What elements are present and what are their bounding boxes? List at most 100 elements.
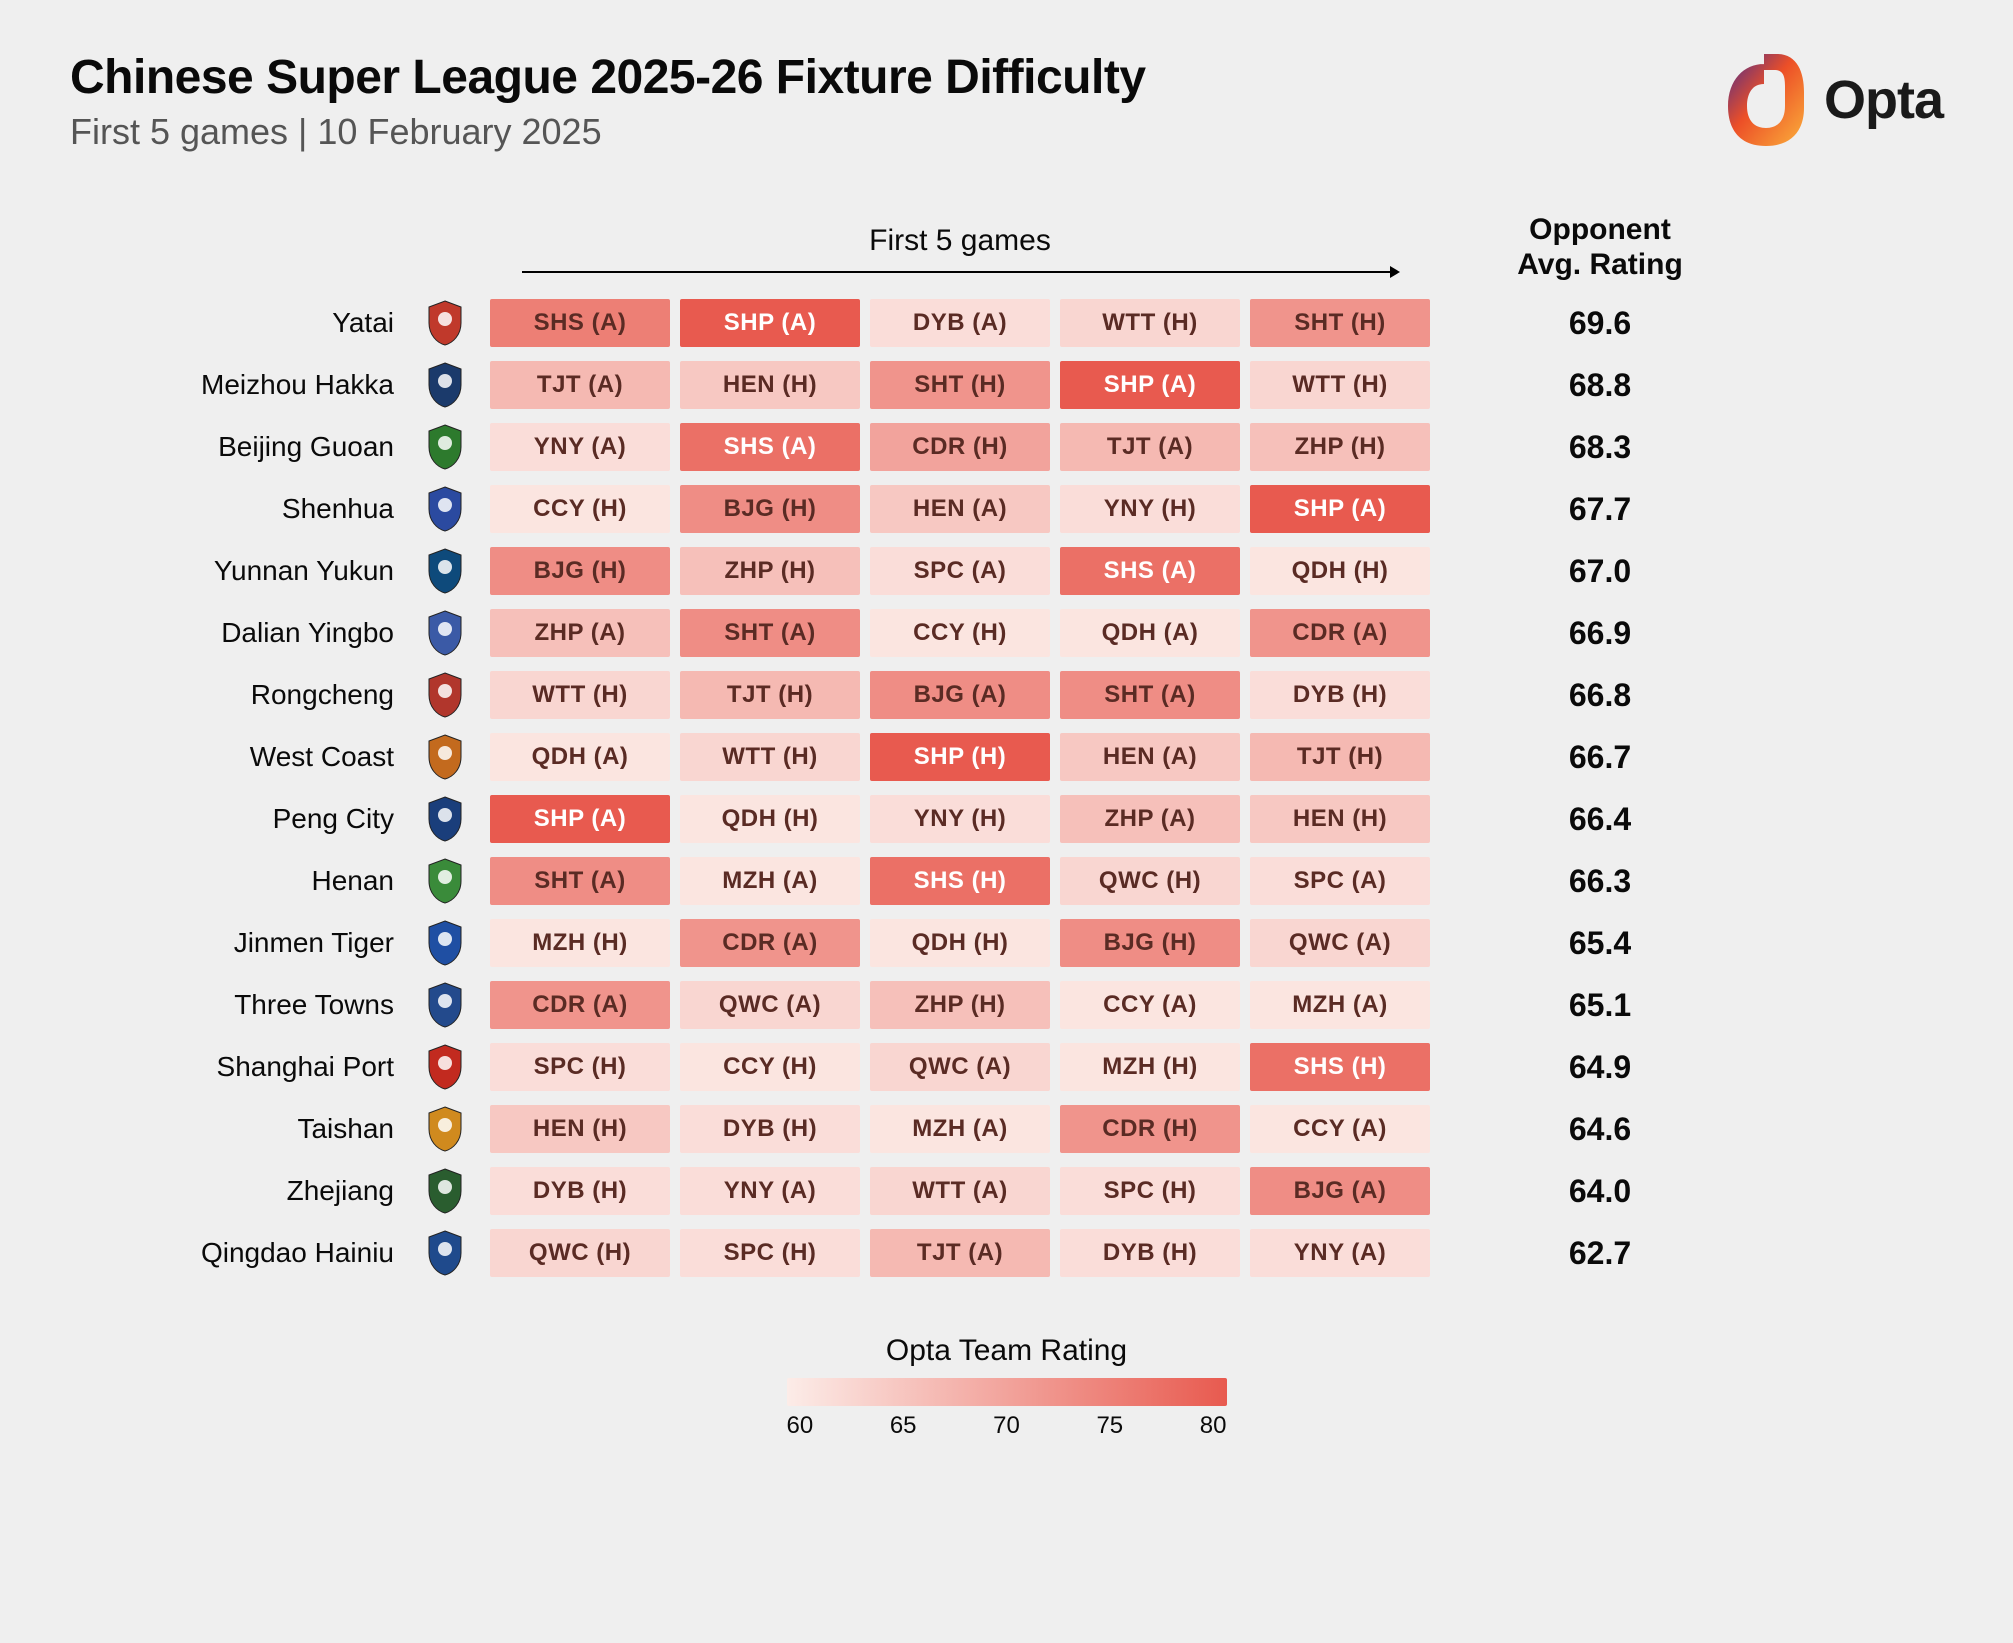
fixture-cell: SHS (A) xyxy=(490,299,670,347)
fixture-label: SHT (H) xyxy=(914,371,1005,399)
fixture-cell: BJG (H) xyxy=(680,485,860,533)
fixture-cell: YNY (H) xyxy=(1060,485,1240,533)
fixture-label: CDR (A) xyxy=(722,929,817,957)
brand-name: Opta xyxy=(1824,69,1943,131)
fixture-label: TJT (A) xyxy=(917,1239,1003,1267)
fixture-label: WTT (H) xyxy=(722,743,817,771)
opta-logo-icon xyxy=(1722,50,1808,150)
team-name: Shenhua xyxy=(70,493,400,525)
avg-rating: 64.6 xyxy=(1490,1111,1710,1148)
fixture-cell: DYB (H) xyxy=(1250,671,1430,719)
legend-tick: 60 xyxy=(787,1412,814,1440)
team-badge-icon xyxy=(424,670,466,720)
fixture-label: BJG (A) xyxy=(914,681,1007,709)
fixture-cell: SPC (H) xyxy=(1060,1167,1240,1215)
fixture-cell: MZH (A) xyxy=(870,1105,1050,1153)
fixture-label: CCY (H) xyxy=(723,1053,817,1081)
fixture-cell: QWC (H) xyxy=(490,1229,670,1277)
fixture-label: MZH (A) xyxy=(912,1115,1007,1143)
avg-rating: 65.4 xyxy=(1490,925,1710,962)
fixture-label: YNY (A) xyxy=(534,433,626,461)
page-title: Chinese Super League 2025-26 Fixture Dif… xyxy=(70,50,1146,105)
fixture-cell: HEN (A) xyxy=(1060,733,1240,781)
fixture-cell: WTT (H) xyxy=(1060,299,1240,347)
avg-rating: 62.7 xyxy=(1490,1235,1710,1272)
team-name: Rongcheng xyxy=(70,679,400,711)
fixture-cell: BJG (A) xyxy=(1250,1167,1430,1215)
fixture-label: WTT (H) xyxy=(1292,371,1387,399)
fixture-label: QWC (A) xyxy=(1289,929,1391,957)
fixture-label: BJG (H) xyxy=(1104,929,1197,957)
fixture-cell: HEN (H) xyxy=(490,1105,670,1153)
first5-label: First 5 games xyxy=(869,224,1051,257)
fixture-cell: TJT (A) xyxy=(1060,423,1240,471)
fixture-label: BJG (H) xyxy=(724,495,817,523)
fixture-cell: CDR (A) xyxy=(490,981,670,1029)
title-block: Chinese Super League 2025-26 Fixture Dif… xyxy=(70,50,1146,153)
fixture-cell: SHT (H) xyxy=(1250,299,1430,347)
table-row: Shanghai PortSPC (H)CCY (H)QWC (A)MZH (H… xyxy=(70,1036,1943,1098)
team-badge-icon xyxy=(424,484,466,534)
avg-rating: 64.9 xyxy=(1490,1049,1710,1086)
fixture-cell: QWC (H) xyxy=(1060,857,1240,905)
fixture-cell: MZH (H) xyxy=(490,919,670,967)
fixture-label: ZHP (H) xyxy=(1294,433,1385,461)
fixture-label: MZH (H) xyxy=(532,929,627,957)
avg-rating: 66.9 xyxy=(1490,615,1710,652)
fixture-cell: SHT (A) xyxy=(680,609,860,657)
team-name: Dalian Yingbo xyxy=(70,617,400,649)
fixture-label: SPC (H) xyxy=(534,1053,627,1081)
fixture-label: MZH (A) xyxy=(722,867,817,895)
team-name: Henan xyxy=(70,865,400,897)
brand-logo: Opta xyxy=(1722,50,1943,150)
fixture-label: QWC (A) xyxy=(909,1053,1011,1081)
fixture-label: BJG (A) xyxy=(1294,1177,1387,1205)
fixture-label: QWC (H) xyxy=(529,1239,631,1267)
fixture-label: DYB (H) xyxy=(1293,681,1387,709)
fixture-cell: QDH (A) xyxy=(490,733,670,781)
fixture-label: MZH (H) xyxy=(1102,1053,1197,1081)
fixture-cell: YNY (A) xyxy=(680,1167,860,1215)
fixture-label: YNY (A) xyxy=(1294,1239,1386,1267)
table-row: Jinmen TigerMZH (H)CDR (A)QDH (H)BJG (H)… xyxy=(70,912,1943,974)
fixture-cell: SPC (H) xyxy=(680,1229,860,1277)
legend-tick: 70 xyxy=(993,1412,1020,1440)
fixture-cell: CDR (A) xyxy=(1250,609,1430,657)
fixture-label: DYB (H) xyxy=(723,1115,817,1143)
legend-tick: 80 xyxy=(1200,1412,1227,1440)
fixture-cell: MZH (A) xyxy=(680,857,860,905)
team-name: West Coast xyxy=(70,741,400,773)
fixture-cell: BJG (A) xyxy=(870,671,1050,719)
fixture-label: BJG (H) xyxy=(534,557,627,585)
fixture-cell: QDH (H) xyxy=(1250,547,1430,595)
fixture-label: SHT (H) xyxy=(1294,309,1385,337)
fixture-cell: SHT (H) xyxy=(870,361,1050,409)
fixture-cell: DYB (H) xyxy=(1060,1229,1240,1277)
team-badge-icon xyxy=(424,918,466,968)
table-row: Meizhou HakkaTJT (A)HEN (H)SHT (H)SHP (A… xyxy=(70,354,1943,416)
fixture-cell: MZH (H) xyxy=(1060,1043,1240,1091)
table-row: Peng CitySHP (A)QDH (H)YNY (H)ZHP (A)HEN… xyxy=(70,788,1943,850)
fixture-cell: YNY (A) xyxy=(490,423,670,471)
avg-rating: 69.6 xyxy=(1490,305,1710,342)
team-badge-icon xyxy=(424,546,466,596)
fixture-label: CDR (H) xyxy=(1102,1115,1197,1143)
table-row: Dalian YingboZHP (A)SHT (A)CCY (H)QDH (A… xyxy=(70,602,1943,664)
avg-rating: 66.3 xyxy=(1490,863,1710,900)
fixture-cell: SPC (A) xyxy=(1250,857,1430,905)
fixture-label: SPC (H) xyxy=(1104,1177,1197,1205)
table-row: West CoastQDH (A)WTT (H)SHP (H)HEN (A)TJ… xyxy=(70,726,1943,788)
rating-header: Opponent Avg. Rating xyxy=(1490,213,1710,282)
fixture-label: HEN (H) xyxy=(723,371,817,399)
team-name: Yunnan Yukun xyxy=(70,555,400,587)
team-badge-icon xyxy=(424,732,466,782)
fixture-label: TJT (H) xyxy=(1297,743,1383,771)
team-badge-icon xyxy=(424,422,466,472)
fixture-label: YNY (H) xyxy=(1104,495,1196,523)
page-subtitle: First 5 games | 10 February 2025 xyxy=(70,111,1146,153)
fixture-cell: SPC (A) xyxy=(870,547,1050,595)
fixture-label: WTT (H) xyxy=(1102,309,1197,337)
fixture-cell: QWC (A) xyxy=(1250,919,1430,967)
fixture-cell: HEN (H) xyxy=(680,361,860,409)
fixture-cell: CCY (H) xyxy=(680,1043,860,1091)
